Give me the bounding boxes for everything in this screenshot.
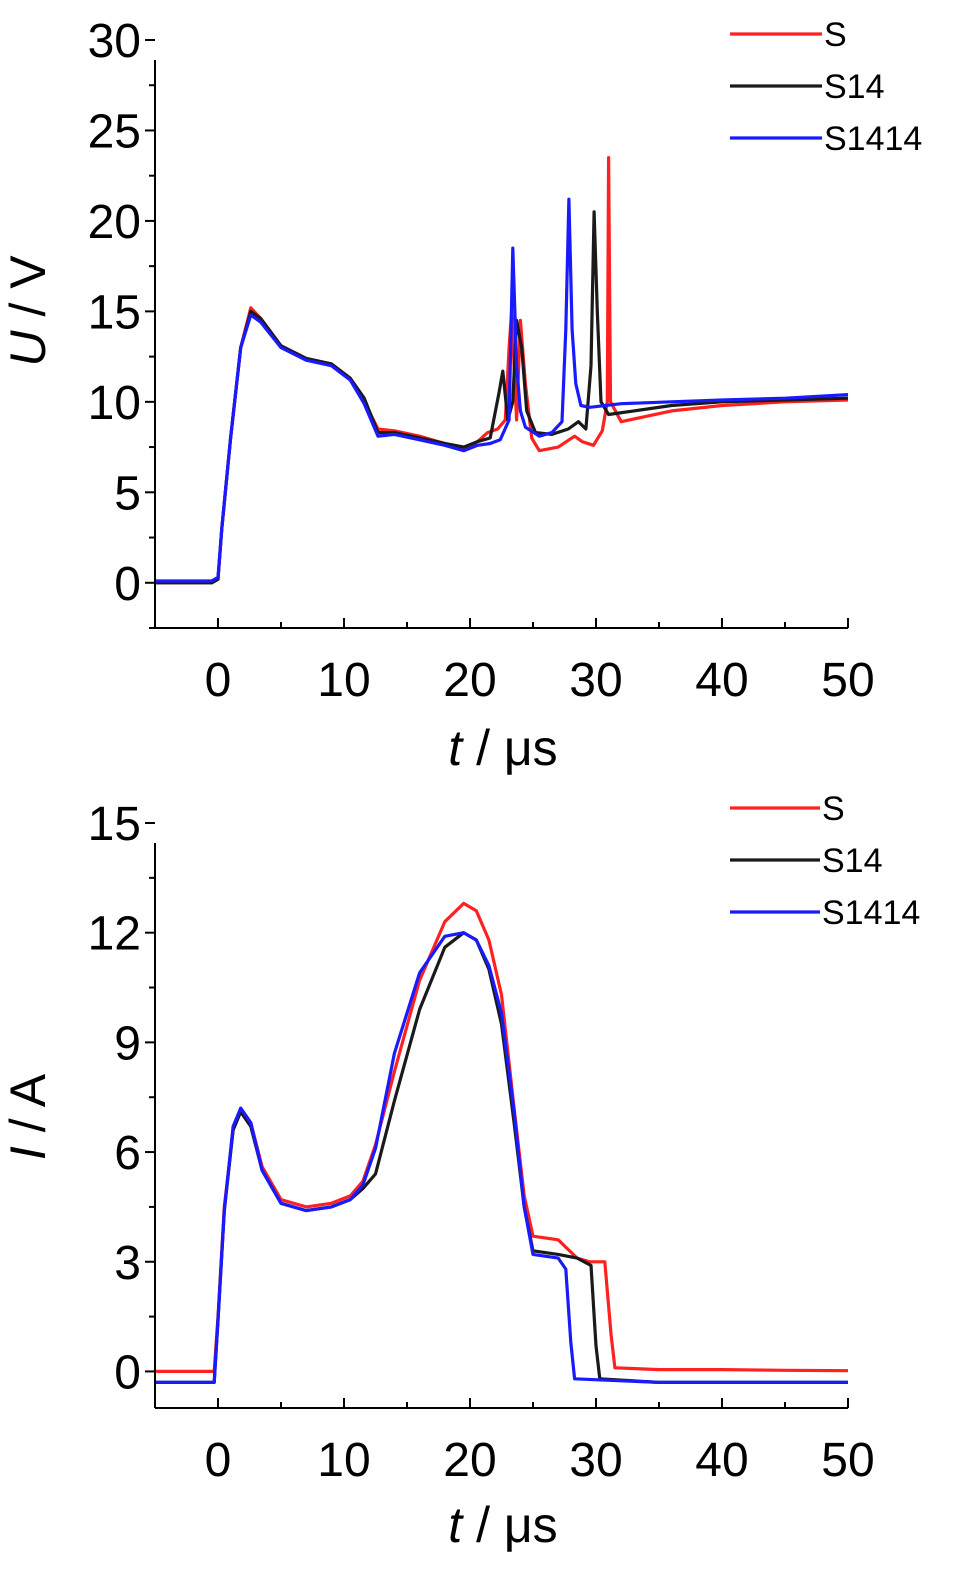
current-legend-label-s: S: [822, 790, 845, 828]
voltage-x-tick-label: 10: [317, 654, 370, 707]
current-x-tick-label: 30: [569, 1434, 622, 1487]
voltage-y-tick-label: 0: [114, 558, 141, 611]
current-y-axis-title: I / A: [0, 1073, 56, 1160]
current-y-tick-label: 12: [88, 908, 141, 961]
voltage-y-tick-label: 20: [88, 196, 141, 249]
voltage-x-tick-label: 30: [569, 654, 622, 707]
current-chart-panel: 0 10 20 30 40 50 0 3 6 9 12 15 S S14 S1414 t / μs I /…: [0, 790, 920, 1553]
voltage-y-tick-label: 25: [88, 105, 141, 158]
voltage-chart-panel: 0 10 20 30 40 50 0 5 10 15 20 25 30 S S14 S1414 t / μs…: [0, 15, 922, 776]
current-x-axis-title: t / μs: [448, 1497, 557, 1553]
voltage-y-axis-title: U / V: [0, 255, 56, 367]
current-y-tick-label: 0: [114, 1346, 141, 1399]
current-x-tick-label: 0: [205, 1434, 232, 1487]
voltage-x-tick-label: 50: [821, 654, 874, 707]
voltage-y-tick-label: 15: [88, 286, 141, 339]
current-x-tick-label: 40: [695, 1434, 748, 1487]
voltage-y-tick-label: 5: [114, 467, 141, 520]
voltage-y-tick-label: 30: [88, 15, 141, 68]
current-series-line-s1414: [155, 931, 848, 1384]
current-legend-label-s14: S14: [822, 842, 883, 880]
current-y-tick-label: 6: [114, 1127, 141, 1180]
voltage-legend-label-s1414: S1414: [824, 120, 922, 158]
current-x-tick-label: 20: [443, 1434, 496, 1487]
voltage-x-axis-title: t / μs: [448, 720, 557, 776]
current-x-tick-label: 50: [821, 1434, 874, 1487]
voltage-x-tick-label: 20: [443, 654, 496, 707]
voltage-legend-label-s: S: [824, 16, 847, 54]
current-x-tick-label: 10: [317, 1434, 370, 1487]
voltage-series-line-s14: [155, 210, 849, 585]
current-y-tick-label: 3: [114, 1237, 141, 1290]
current-y-tick-label: 9: [114, 1017, 141, 1070]
current-series-line-s: [155, 901, 849, 1373]
voltage-legend-label-s14: S14: [824, 68, 885, 106]
voltage-x-tick-label: 40: [695, 654, 748, 707]
current-legend-label-s1414: S1414: [822, 894, 920, 932]
voltage-x-tick-label: 0: [205, 654, 232, 707]
current-series-line-s14: [155, 931, 848, 1384]
voltage-series-line-s1414: [155, 197, 849, 583]
current-y-tick-label: 15: [88, 798, 141, 851]
voltage-y-tick-label: 10: [88, 377, 141, 430]
